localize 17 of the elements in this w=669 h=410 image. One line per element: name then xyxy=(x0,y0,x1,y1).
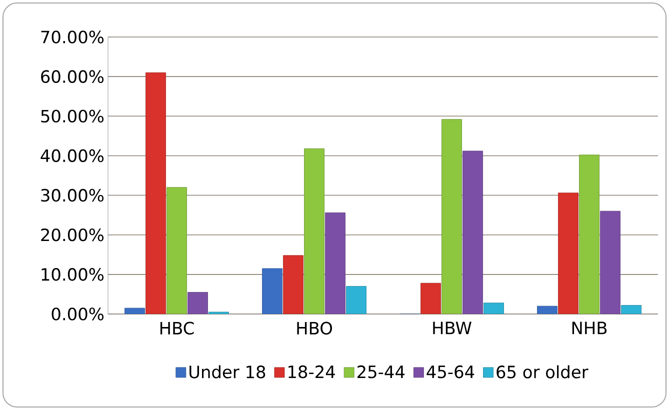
y-tick-label: 50.00% xyxy=(41,110,104,123)
y-tick-label: 30.00% xyxy=(41,188,104,202)
legend-label: 45-64 xyxy=(426,365,474,378)
x-tick-label: HBO xyxy=(297,322,332,335)
y-tick-label: 40.00% xyxy=(40,149,104,162)
x-tick-label: HBC xyxy=(160,322,194,335)
legend-label: 18-24 xyxy=(288,365,335,378)
y-tick-label: 0.00% xyxy=(52,308,104,320)
y-tick-label: 20.00% xyxy=(41,228,104,242)
y-tick-label: 70.00% xyxy=(41,30,104,44)
x-tick-label: HBW xyxy=(433,322,472,334)
legend-label: Under 18 xyxy=(190,365,266,378)
legend-label: 65 or older xyxy=(496,365,588,378)
y-tick-label: 60.00% xyxy=(41,70,104,83)
legend-label: 25-44 xyxy=(358,365,405,378)
y-tick-label: 10.00% xyxy=(42,268,104,281)
x-tick-label: NHB xyxy=(572,322,607,334)
